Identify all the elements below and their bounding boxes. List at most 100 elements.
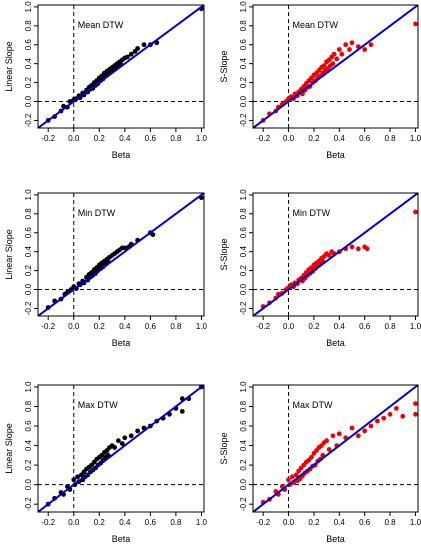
y-tick-label: 0.8: [24, 208, 33, 220]
y-tick-label: 1.0: [24, 381, 33, 393]
data-point: [293, 472, 299, 478]
x-axis-title: Beta: [112, 338, 131, 348]
y-axis-title: Linear Slope: [4, 229, 14, 280]
x-axis-title: Beta: [326, 150, 345, 160]
x-tick-label: 0.4: [334, 518, 346, 527]
data-point: [349, 425, 355, 431]
data-point: [413, 411, 418, 417]
scatter-panel: -0.2 0.0 0.2 0.4 0.6 0.8 1.0 -0.2 0.0 0.2 0.4 0.6 0.…: [4, 1, 208, 160]
y-axis-title: S-Slope: [219, 50, 229, 82]
y-tick-label: -0.2: [24, 497, 33, 511]
x-tick-label: 0.2: [308, 518, 320, 527]
data-point: [75, 474, 80, 480]
data-point: [394, 406, 399, 411]
y-tick-label: 0.4: [24, 246, 33, 258]
data-point: [141, 42, 147, 48]
y-tick-label: -0.2: [239, 301, 248, 315]
y-tick-label: 0.8: [24, 400, 33, 412]
plot-frame: [252, 192, 419, 317]
data-point: [355, 433, 361, 439]
scatter-panel: -0.2 0.0 0.2 0.4 0.6 0.8 1.0 -0.2 0.0 0.2 0.4 0.6 0.…: [219, 1, 421, 160]
data-point: [349, 244, 355, 250]
data-point: [122, 245, 128, 251]
y-tick-label: 0.0: [24, 479, 33, 491]
x-tick-label: 0.0: [68, 134, 80, 143]
x-tick-label: 0.8: [385, 322, 397, 331]
scatter-panel: -0.2 0.0 0.2 0.4 0.6 0.8 1.0 -0.2 0.0 0.2 0.4 0.6 0.…: [4, 189, 208, 348]
y-tick-label: -0.2: [239, 113, 248, 127]
x-tick-label: 0.6: [359, 134, 371, 143]
data-point: [355, 246, 361, 252]
scatter-panel: -0.2 0.0 0.2 0.4 0.6 0.8 1.0 -0.2 0.0 0.2 0.4 0.6 0.…: [219, 381, 421, 544]
data-point: [330, 61, 336, 67]
y-tick-label: 0.4: [239, 439, 248, 451]
y-tick-label: 0.2: [239, 76, 248, 88]
data-point: [135, 428, 141, 434]
y-tick-label: 0.6: [239, 227, 248, 239]
y-tick-label: 0.0: [239, 479, 248, 491]
y-tick-label: 0.2: [24, 76, 33, 88]
identity-line: [253, 385, 418, 512]
data-point: [336, 47, 342, 52]
x-tick-label: 0.4: [334, 322, 346, 331]
identity-line: [38, 385, 204, 512]
data-point: [375, 418, 380, 424]
x-tick-label: 0.2: [94, 134, 106, 143]
y-tick-label: 0.2: [24, 264, 33, 276]
y-tick-label: 1.0: [24, 1, 33, 13]
x-axis-title: Beta: [112, 150, 131, 160]
scatter-panel: -0.2 0.0 0.2 0.4 0.6 0.8 1.0 -0.2 0.0 0.2 0.4 0.6 0.…: [219, 189, 421, 348]
x-tick-label: 0.8: [385, 134, 397, 143]
data-point: [343, 42, 349, 48]
y-tick-label: 0.2: [239, 459, 248, 471]
data-point: [71, 477, 77, 483]
y-tick-label: 0.6: [24, 420, 33, 432]
x-tick-label: 0.6: [145, 518, 157, 527]
data-point: [413, 21, 418, 27]
y-tick-label: 1.0: [239, 1, 248, 13]
data-point: [324, 438, 329, 444]
data-point: [150, 232, 156, 238]
data-point: [330, 433, 336, 439]
x-tick-label: 0.2: [94, 518, 106, 527]
data-point: [368, 423, 374, 429]
y-tick-label: 0.0: [239, 283, 248, 295]
data-point: [112, 445, 117, 450]
x-tick-label: 0.0: [283, 322, 295, 331]
y-tick-label: 0.8: [239, 20, 248, 32]
y-axis-title: S-Slope: [219, 432, 229, 464]
data-point: [116, 438, 121, 444]
data-point: [362, 47, 368, 52]
data-point: [336, 431, 342, 437]
plot-frame: [37, 384, 205, 513]
y-tick-label: -0.2: [239, 497, 248, 511]
y-tick-label: 1.0: [239, 189, 248, 201]
x-axis-title: Beta: [112, 534, 131, 544]
panel-label: Min DTW: [293, 208, 331, 218]
y-tick-label: 1.0: [239, 381, 248, 393]
identity-line: [253, 193, 418, 316]
x-tick-label: -0.2: [256, 134, 270, 143]
x-tick-label: -0.2: [41, 518, 55, 527]
data-point: [326, 253, 332, 258]
y-tick-label: 0.2: [239, 264, 248, 276]
points-group: [260, 21, 418, 123]
identity-line: [38, 193, 204, 316]
data-point: [309, 454, 314, 460]
x-tick-label: 0.4: [119, 322, 131, 331]
y-tick-label: 0.4: [239, 246, 248, 258]
data-point: [349, 40, 355, 46]
data-point: [119, 441, 125, 446]
plot-frame: [252, 384, 419, 513]
x-tick-label: 0.4: [119, 134, 131, 143]
plot-frame: [252, 4, 419, 129]
points-group: [260, 209, 418, 309]
y-tick-label: 0.6: [239, 39, 248, 51]
data-point: [413, 401, 418, 406]
panel-label: Min DTW: [78, 208, 116, 218]
y-axis-title: Linear Slope: [4, 423, 14, 474]
data-point: [339, 51, 345, 57]
x-tick-label: 0.0: [68, 322, 80, 331]
data-point: [128, 433, 134, 439]
